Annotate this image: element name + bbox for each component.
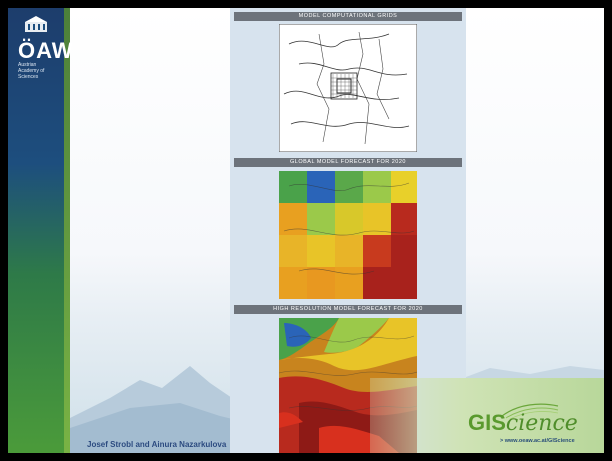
gis-suffix: cience bbox=[505, 411, 578, 436]
gis-swoosh-icon bbox=[501, 403, 559, 420]
frame-border-bottom bbox=[0, 453, 612, 461]
frame-border-right bbox=[604, 0, 612, 461]
gis-prefix: GIS bbox=[468, 410, 506, 435]
left-brand-strip bbox=[8, 8, 70, 453]
frame-border-left bbox=[0, 0, 8, 461]
academy-building-icon bbox=[25, 16, 47, 32]
website-link[interactable]: > www.oeaw.ac.at/GIScience bbox=[500, 438, 575, 444]
global-forecast-header: GLOBAL MODEL FORECAST FOR 2020 bbox=[234, 158, 462, 167]
computational-grid-map bbox=[279, 24, 417, 152]
global-forecast-map bbox=[279, 171, 417, 299]
green-edge bbox=[64, 8, 70, 453]
logo-title: ÖAW bbox=[18, 38, 74, 63]
highres-forecast-header: HIGH RESOLUTION MODEL FORECAST FOR 2020 bbox=[234, 305, 462, 314]
giscience-logo: GIScience bbox=[468, 410, 578, 436]
grids-panel-header: MODEL COMPUTATIONAL GRIDS bbox=[234, 12, 462, 21]
authors-text: Josef Strobl and Ainura Nazarkulova bbox=[87, 440, 227, 449]
gis-banner bbox=[370, 378, 604, 453]
frame-border-top bbox=[0, 0, 612, 8]
logo-subtitle: Austrian Academy of Sciences bbox=[18, 62, 45, 80]
